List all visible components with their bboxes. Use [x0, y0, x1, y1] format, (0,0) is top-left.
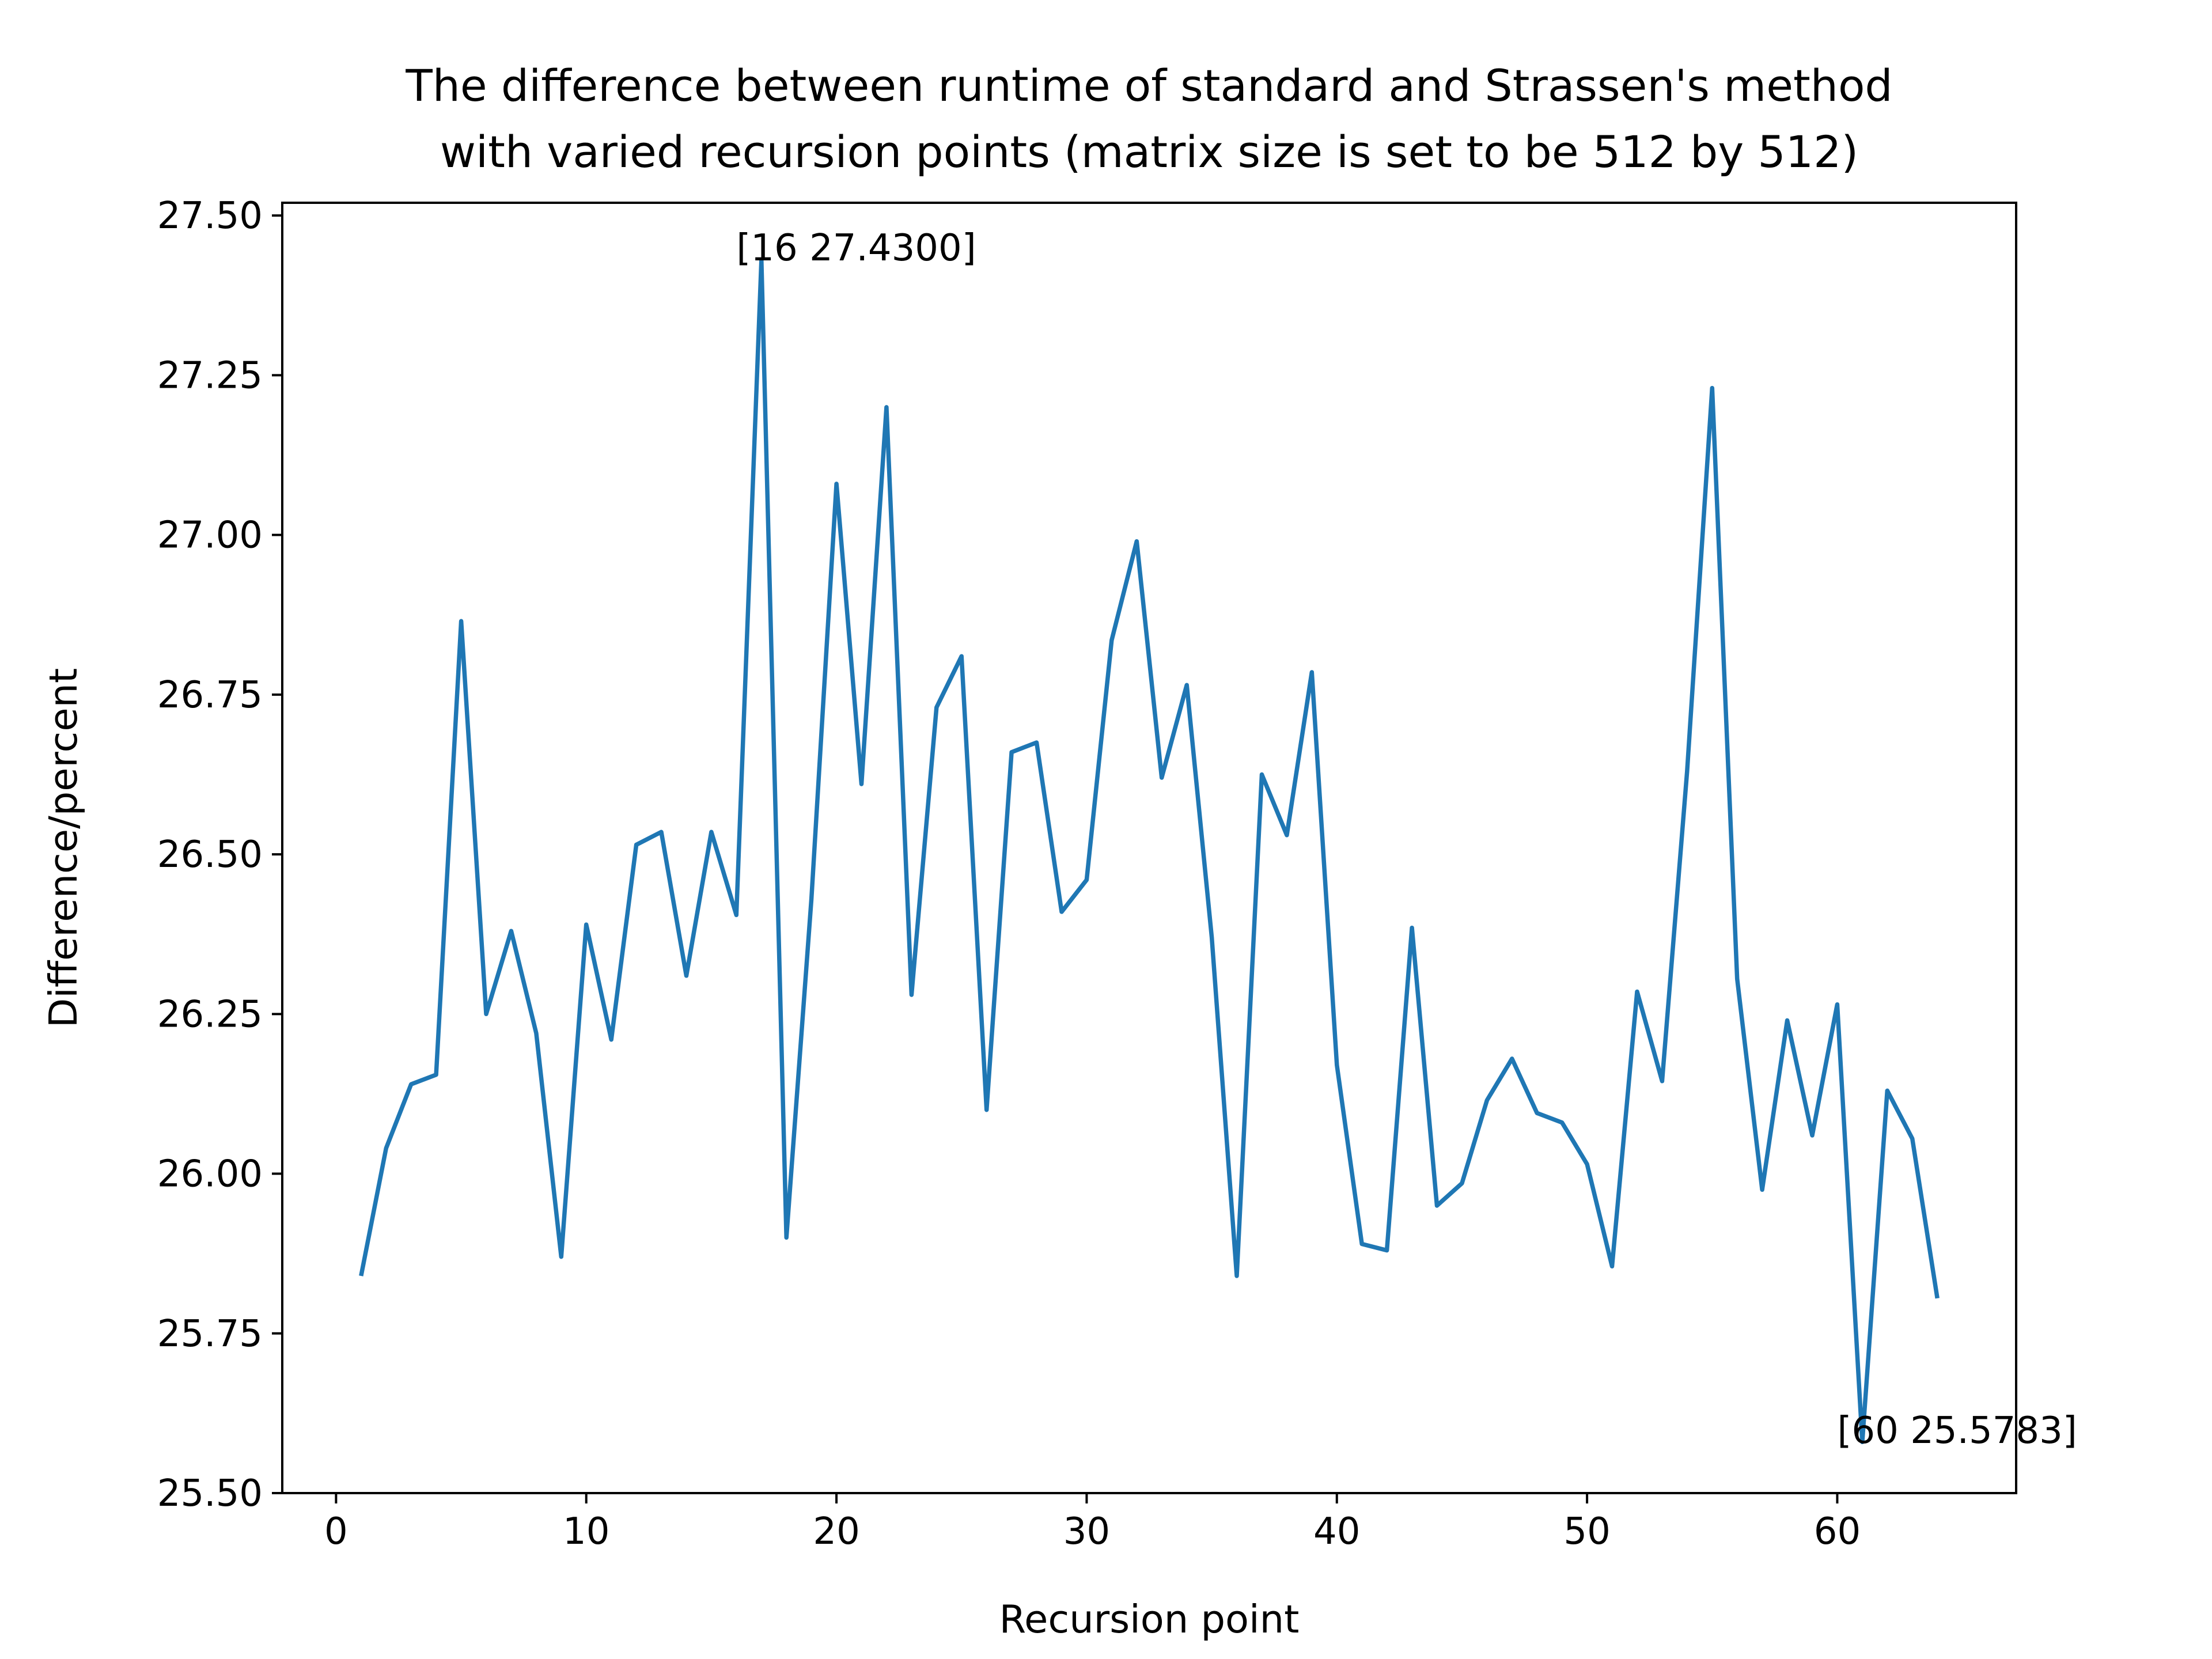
- annotation-label-1: [60 25.5783]: [1837, 1410, 2077, 1452]
- x-tick-label-40: 40: [1313, 1510, 1360, 1553]
- x-tick-label-10: 10: [563, 1510, 609, 1553]
- x-tick-label-60: 60: [1814, 1510, 1861, 1553]
- y-tick-label-26.25: 26.25: [157, 993, 263, 1036]
- plot-frame: [281, 202, 2017, 1494]
- x-tick-label-20: 20: [813, 1510, 859, 1553]
- y-tick-label-26.5: 26.50: [157, 834, 263, 876]
- annotation-label-0: [16 27.4300]: [736, 227, 976, 270]
- x-tick-label-50: 50: [1563, 1510, 1610, 1553]
- y-tick-label-27: 27.00: [157, 514, 263, 557]
- x-tick-label-0: 0: [324, 1510, 348, 1553]
- y-tick-label-26.75: 26.75: [157, 674, 263, 717]
- chart-title-line2: with varied recursion points (matrix siz…: [440, 126, 1858, 177]
- x-axis-label: Recursion point: [999, 1597, 1300, 1642]
- y-axis-label: Difference/percent: [41, 668, 86, 1028]
- y-tick-label-25.5: 25.50: [157, 1472, 263, 1515]
- y-tick-label-27.5: 27.50: [157, 195, 263, 237]
- x-tick-label-30: 30: [1063, 1510, 1110, 1553]
- y-tick-label-26: 26.00: [157, 1153, 263, 1196]
- series-line-0: [359, 258, 1940, 1445]
- chart-title-line1: The difference between runtime of standa…: [405, 60, 1892, 111]
- y-tick-label-27.25: 27.25: [157, 354, 263, 397]
- y-tick-label-25.75: 25.75: [157, 1313, 263, 1355]
